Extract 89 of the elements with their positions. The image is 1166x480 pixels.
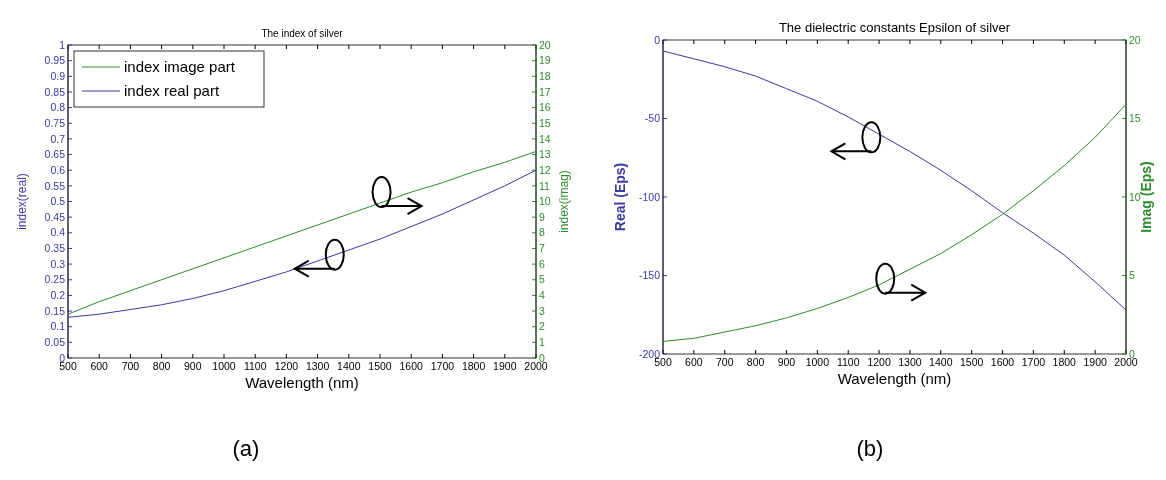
y2-tick-label: 11 — [539, 179, 551, 192]
y2-tick-label: 8 — [539, 226, 545, 239]
x-tick-label: 1700 — [430, 360, 455, 372]
y2-tick-label: 15 — [1129, 112, 1141, 125]
x-tick-label: 1200 — [274, 360, 299, 372]
y2-tick-label: 10 — [1129, 190, 1141, 203]
y2-tick-label: 20 — [539, 38, 551, 51]
y2-tick-label: 15 — [539, 116, 551, 129]
y-tick-label: 0.55 — [44, 179, 66, 192]
y-tick-label: 0.8 — [50, 101, 66, 114]
text: (b) — [856, 436, 884, 461]
y-tick-label: 0.6 — [50, 163, 66, 176]
chart-title: The index of silver — [261, 28, 344, 39]
y2-axis-title: index(imag) — [557, 170, 571, 233]
text: (a) — [232, 436, 260, 461]
y2-tick-label: 18 — [539, 69, 551, 82]
y-tick-label: 0.9 — [50, 69, 66, 82]
y2-tick-label: 17 — [539, 85, 551, 98]
y2-tick-label: 4 — [539, 289, 545, 302]
y2-tick-label: 7 — [539, 242, 545, 255]
chart-title: The dielectric constants Epsilon of silver — [778, 20, 1011, 35]
x-tick-label: 900 — [184, 360, 202, 372]
y-tick-label: 0.1 — [50, 320, 66, 333]
x-tick-label: 1800 — [1052, 356, 1077, 368]
x-tick-label: 700 — [121, 360, 140, 372]
legend-label: index image part — [124, 58, 236, 76]
y-tick-label: 1 — [59, 38, 66, 51]
x-axis-title: Wavelength (nm) — [245, 374, 359, 391]
x-tick-label: 1500 — [959, 356, 984, 368]
x-tick-label: 600 — [90, 360, 109, 372]
y2-tick-label: 19 — [539, 54, 551, 67]
x-tick-label: 1600 — [990, 356, 1015, 368]
y-tick-label: 0.5 — [50, 195, 66, 208]
y-tick-label: 0.75 — [44, 116, 66, 129]
y-tick-label: -150 — [638, 269, 661, 282]
y-tick-label: -50 — [644, 112, 661, 125]
y2-tick-label: 20 — [1129, 33, 1141, 46]
y2-tick-label: 13 — [539, 148, 551, 161]
y2-tick-label: 14 — [539, 132, 551, 145]
line-series — [662, 103, 1127, 342]
line-series — [662, 50, 1127, 311]
x-tick-label: 800 — [152, 360, 171, 372]
y-tick-label: 0.35 — [44, 242, 66, 255]
y-axis-title: index(real) — [15, 173, 29, 230]
x-tick-label: 600 — [685, 356, 703, 368]
y-tick-label: 0.65 — [44, 148, 66, 161]
y2-tick-label: 1 — [539, 336, 545, 349]
x-tick-label: 1000 — [805, 356, 830, 368]
x-tick-label: 800 — [746, 356, 765, 368]
y2-tick-label: 10 — [539, 195, 551, 208]
x-tick-label: 1400 — [337, 360, 361, 372]
y-tick-label: 0.2 — [50, 289, 66, 302]
y-tick-label: 0.45 — [44, 210, 66, 223]
x-tick-label: 1900 — [493, 360, 517, 372]
y-tick-label: 0.95 — [44, 54, 66, 67]
y-tick-label: 0.25 — [44, 273, 66, 286]
x-tick-label: 1300 — [898, 356, 922, 368]
y-tick-label: 0.85 — [44, 85, 66, 98]
y-tick-label: 0.4 — [50, 226, 66, 239]
x-tick-label: 1100 — [243, 360, 267, 372]
x-tick-label: 1400 — [929, 356, 953, 368]
y-tick-label: 0.05 — [44, 336, 66, 349]
x-tick-label: 1500 — [368, 360, 392, 372]
y-tick-label: 0.7 — [50, 132, 66, 145]
y-tick-label: 0.3 — [50, 257, 66, 270]
x-tick-label: 1000 — [212, 360, 236, 372]
y2-tick-label: 3 — [539, 304, 545, 317]
x-tick-label: 1200 — [867, 356, 891, 368]
y2-tick-label: 16 — [539, 101, 551, 114]
x-tick-label: 1700 — [1021, 356, 1046, 368]
y2-tick-label: 5 — [539, 273, 545, 286]
y2-tick-label: 5 — [1129, 269, 1135, 282]
y2-tick-label: 12 — [539, 163, 551, 176]
x-tick-label: 1100 — [836, 356, 860, 368]
y-tick-label: -100 — [638, 190, 661, 203]
y2-tick-label: 9 — [539, 210, 545, 223]
y-tick-label: 0.15 — [44, 304, 66, 317]
x-tick-label: 1300 — [305, 360, 330, 372]
x-tick-label: 1600 — [399, 360, 424, 372]
y2-tick-label: 2 — [539, 320, 545, 333]
y-axis-title: Real (Eps) — [612, 162, 628, 232]
x-tick-label: 1900 — [1083, 356, 1107, 368]
legend-label: index real part — [124, 82, 220, 100]
x-tick-label: 1800 — [461, 360, 486, 372]
y2-tick-label: 6 — [539, 257, 545, 270]
x-tick-label: 700 — [715, 356, 734, 368]
x-tick-label: 900 — [777, 356, 796, 368]
x-axis-title: Wavelength (nm) — [837, 370, 952, 387]
y-tick-label: 0 — [654, 33, 661, 46]
